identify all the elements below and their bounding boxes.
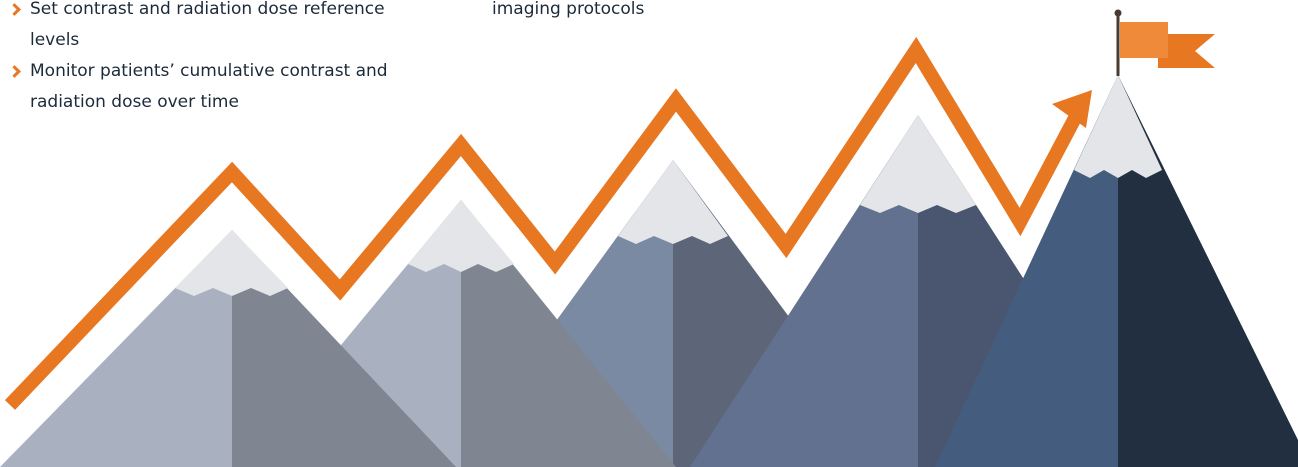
mountain [0, 230, 232, 467]
flag-tail [1158, 34, 1215, 68]
flag-pole-top [1114, 9, 1122, 17]
snow-cap [860, 115, 976, 213]
snow-cap [1074, 75, 1162, 178]
snow-cap [175, 230, 288, 296]
mountain [232, 230, 456, 467]
mountain [935, 75, 1118, 467]
growth-line [4, 36, 1082, 410]
flag [1120, 22, 1168, 58]
bullet-item: imaging protocols [492, 0, 645, 19]
bullet-item: Monitor patients’ cumulative contrast an… [2, 56, 392, 118]
mountain [461, 200, 676, 467]
bullet-item: Set contrast and radiation dose referenc… [2, 0, 392, 56]
arrow-head [1052, 90, 1092, 128]
snow-cap [618, 160, 728, 244]
mountain [690, 115, 918, 467]
mountain [1118, 75, 1298, 467]
bullet-list: Set contrast and radiation dose referenc… [2, 0, 392, 118]
snow-cap [408, 200, 514, 272]
bullet-list: imaging protocols [464, 0, 864, 25]
